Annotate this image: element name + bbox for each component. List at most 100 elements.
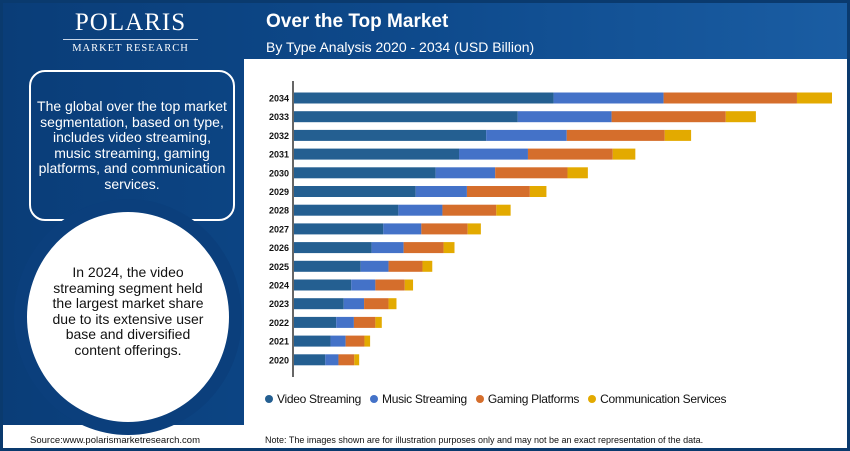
- chart-legend: Video Streaming Music Streaming Gaming Pla…: [265, 392, 727, 406]
- bar-music-streaming-2030: [435, 167, 496, 179]
- bar-gaming-platforms-2029: [466, 186, 530, 197]
- bar-communication-services-2020: [354, 354, 360, 366]
- y-tick-label: 2030: [269, 168, 289, 178]
- bar-video-streaming-2022: [294, 316, 337, 328]
- bar-gaming-platforms-2034: [663, 92, 797, 104]
- bar-communication-services-2023: [388, 298, 397, 310]
- y-tick-label: 2029: [269, 187, 289, 197]
- bar-video-streaming-2029: [294, 186, 416, 197]
- bar-gaming-platforms-2031: [527, 148, 613, 160]
- bar-video-streaming-2030: [294, 167, 436, 179]
- y-tick-label: 2021: [269, 337, 289, 347]
- bar-communication-services-2032: [664, 129, 692, 141]
- bar-music-streaming-2034: [553, 92, 664, 104]
- chart-title: Over the Top Market: [266, 11, 449, 32]
- bar-video-streaming-2020: [294, 354, 326, 366]
- bar-communication-services-2033: [725, 111, 756, 123]
- bar-music-streaming-2024: [351, 279, 376, 291]
- legend-dot-icon: [265, 395, 273, 403]
- bar-video-streaming-2021: [294, 335, 331, 347]
- bar-music-streaming-2025: [360, 260, 389, 272]
- y-tick-label: 2033: [269, 112, 289, 122]
- bar-music-streaming-2020: [325, 354, 339, 366]
- bar-communication-services-2028: [496, 204, 511, 216]
- legend-label: Communication Services: [600, 392, 727, 406]
- bar-music-streaming-2033: [517, 111, 612, 123]
- bar-communication-services-2034: [796, 92, 832, 104]
- summary-box: The global over the top market segmentat…: [29, 70, 235, 221]
- bar-music-streaming-2027: [383, 223, 422, 235]
- bar-video-streaming-2033: [294, 111, 518, 123]
- bar-music-streaming-2029: [415, 186, 467, 197]
- bar-video-streaming-2023: [294, 298, 344, 310]
- bar-gaming-platforms-2026: [403, 242, 444, 254]
- bar-gaming-platforms-2032: [566, 129, 665, 141]
- bar-gaming-platforms-2030: [495, 167, 568, 179]
- bar-music-streaming-2031: [459, 148, 528, 160]
- bar-communication-services-2029: [529, 186, 547, 197]
- legend-dot-icon: [370, 395, 379, 403]
- legend-label: Music Streaming: [382, 392, 467, 406]
- y-tick-label: 2031: [269, 150, 289, 160]
- chart-subtitle: By Type Analysis 2020 - 2034 (USD Billio…: [266, 39, 535, 55]
- legend-item: Video Streaming: [265, 392, 361, 406]
- legend-dot-icon: [588, 395, 597, 403]
- bar-music-streaming-2028: [398, 204, 443, 216]
- y-tick-label: 2027: [269, 224, 289, 234]
- legend-dot-icon: [475, 395, 484, 403]
- bar-video-streaming-2028: [294, 204, 399, 216]
- bar-video-streaming-2027: [294, 223, 384, 235]
- bar-music-streaming-2026: [371, 242, 404, 254]
- y-tick-label: 2028: [269, 206, 289, 216]
- logo-name: POLARIS: [74, 9, 187, 36]
- bar-gaming-platforms-2033: [611, 111, 726, 123]
- bar-gaming-platforms-2020: [338, 354, 355, 366]
- bar-music-streaming-2021: [330, 335, 346, 347]
- bar-video-streaming-2026: [294, 242, 372, 254]
- logo-divider: [63, 39, 198, 40]
- y-tick-label: 2024: [269, 281, 289, 291]
- y-tick-label: 2034: [269, 94, 289, 104]
- y-tick-label: 2032: [269, 131, 289, 141]
- legend-label: Video Streaming: [277, 392, 362, 406]
- bar-music-streaming-2022: [336, 316, 354, 328]
- bar-communication-services-2026: [443, 242, 455, 254]
- bar-music-streaming-2032: [486, 129, 567, 141]
- bar-gaming-platforms-2024: [375, 279, 405, 291]
- bar-video-streaming-2034: [294, 92, 554, 104]
- footer-strip: [3, 425, 847, 448]
- legend-label: Gaming Platforms: [487, 392, 580, 406]
- bar-communication-services-2024: [404, 279, 414, 291]
- bar-communication-services-2031: [612, 148, 636, 160]
- bar-gaming-platforms-2028: [442, 204, 497, 216]
- bar-gaming-platforms-2025: [388, 260, 423, 272]
- y-tick-label: 2022: [269, 318, 289, 328]
- y-tick-label: 2026: [269, 243, 289, 253]
- legend-item: Music Streaming: [370, 392, 467, 406]
- bar-chart: 2034 2033 2032 2031 2030 2029 2028 2027 2026 2025…: [269, 81, 832, 377]
- bar-video-streaming-2032: [294, 129, 487, 141]
- bar-communication-services-2027: [467, 223, 481, 235]
- bar-video-streaming-2025: [294, 260, 361, 272]
- y-tick-label: 2025: [269, 262, 289, 272]
- bar-communication-services-2025: [422, 260, 433, 272]
- source-text: Source:www.polarismarketresearch.com: [30, 435, 201, 446]
- y-tick-label: 2020: [269, 355, 289, 365]
- highlight-text: In 2024, the video streaming segment hel…: [52, 264, 204, 358]
- summary-text: The global over the top market segmentat…: [37, 98, 227, 192]
- bar-music-streaming-2023: [343, 298, 365, 310]
- bar-gaming-platforms-2023: [364, 298, 389, 310]
- bar-video-streaming-2031: [294, 148, 460, 160]
- disclaimer-note: Note: The images shown are for illustrat…: [265, 435, 704, 445]
- legend-item: Communication Services: [588, 392, 727, 406]
- bar-communication-services-2022: [375, 316, 382, 328]
- logo-tagline: MARKET RESEARCH: [72, 43, 189, 54]
- bar-video-streaming-2024: [294, 279, 352, 291]
- bar-gaming-platforms-2021: [345, 335, 365, 347]
- bar-gaming-platforms-2027: [421, 223, 468, 235]
- bar-communication-services-2021: [364, 335, 371, 347]
- bar-communication-services-2030: [567, 167, 588, 179]
- y-tick-label: 2023: [269, 299, 289, 309]
- polaris-logo: POLARIS MARKET RESEARCH: [63, 9, 198, 54]
